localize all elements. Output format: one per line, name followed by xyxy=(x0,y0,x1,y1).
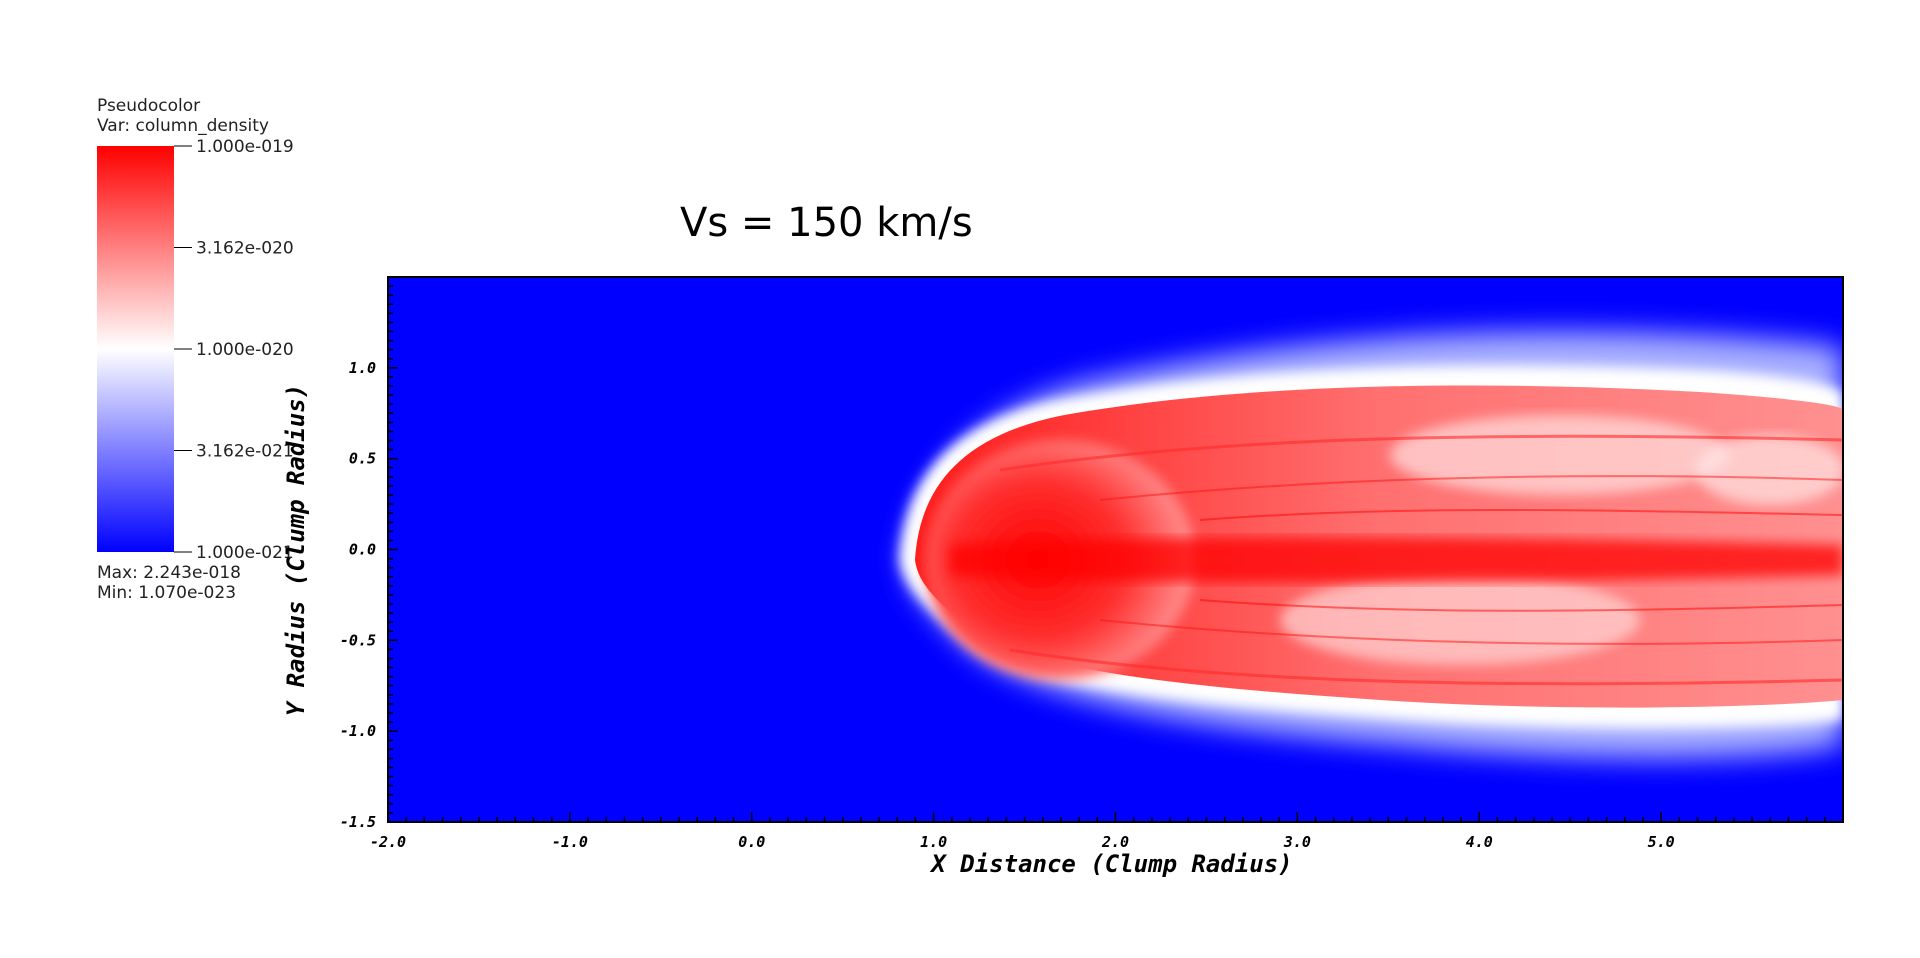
colorbar-tick-label: 1.000e-019 xyxy=(196,137,294,157)
legend-plot-type: Pseudocolor xyxy=(97,96,200,116)
colorbar-tick-label: 3.162e-020 xyxy=(196,239,294,259)
x-tick-label: 4.0 xyxy=(1466,833,1493,851)
y-tick-label: 1.0 xyxy=(349,359,376,377)
chart-title: Vs = 150 km/s xyxy=(680,200,973,246)
plot-area: -2.0 -1.0 0.0 1.0 2.0 3.0 4.0 5.0 1.0 0.5 0.0 -0.5… xyxy=(340,276,1844,851)
colorbar-tick-label: 1.000e-020 xyxy=(196,340,294,360)
colorbar-tick-label: 1.000e-021 xyxy=(196,543,294,563)
x-tick-label: 0.0 xyxy=(738,833,765,851)
colorbar-legend: Pseudocolor Var: column_density 1.000e-0… xyxy=(97,96,294,603)
x-tick-label: 2.0 xyxy=(1101,833,1129,851)
x-tick-label: 1.0 xyxy=(920,833,947,851)
x-axis-title: X Distance (Clump Radius) xyxy=(929,850,1292,878)
colorbar-tick-label: 3.162e-021 xyxy=(196,442,294,462)
y-axis: 1.0 0.5 0.0 -0.5 -1.0 -1.5 xyxy=(340,276,398,831)
y-tick-label: -1.5 xyxy=(340,813,376,831)
y-tick-label: -0.5 xyxy=(340,631,376,649)
y-tick-label: 0.0 xyxy=(349,541,376,559)
density-plume xyxy=(900,331,1843,759)
x-tick-label: 3.0 xyxy=(1283,833,1311,851)
x-tick-label: 5.0 xyxy=(1648,833,1675,851)
legend-max: Max: 2.243e-018 xyxy=(97,563,241,583)
x-tick-label: -1.0 xyxy=(552,833,588,851)
legend-variable: Var: column_density xyxy=(97,116,269,136)
x-tick-label: -2.0 xyxy=(370,833,406,851)
legend-min: Min: 1.070e-023 xyxy=(97,583,236,603)
y-axis-title: Y Radius (Clump Radius) xyxy=(282,384,310,716)
y-tick-label: -1.0 xyxy=(340,722,376,740)
colorbar-labels: 1.000e-019 3.162e-020 1.000e-020 3.162e-021… xyxy=(174,137,294,563)
colorbar xyxy=(97,146,174,552)
y-tick-label: 0.5 xyxy=(349,450,376,468)
x-axis: -2.0 -1.0 0.0 1.0 2.0 3.0 4.0 5.0 xyxy=(370,812,1844,851)
